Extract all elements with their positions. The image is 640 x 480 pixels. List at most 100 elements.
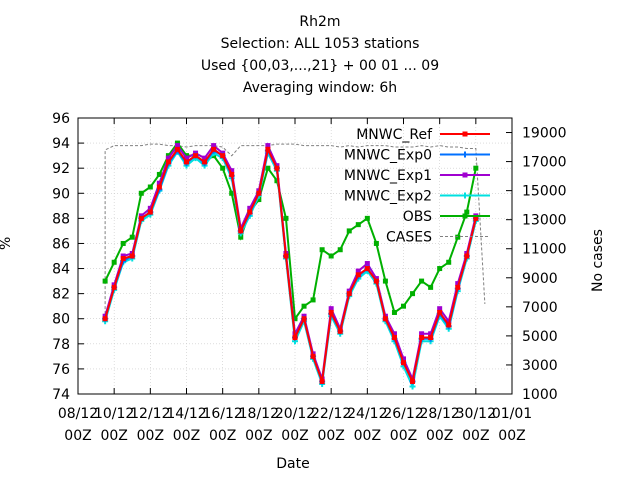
data-point [193, 153, 199, 159]
x-tick-sublabel: 00Z [173, 428, 200, 444]
y2-tick-label: 11000 [522, 242, 567, 258]
data-point [437, 309, 443, 315]
data-point [238, 234, 244, 240]
y2-tick-label: 17000 [522, 155, 567, 171]
x-tick-sublabel: 00Z [64, 428, 91, 444]
data-point [373, 278, 379, 284]
x-tick-sublabel: 00Z [209, 428, 236, 444]
data-point [292, 316, 298, 322]
data-point [274, 178, 280, 184]
legend-label: CASES [386, 230, 432, 246]
data-point [310, 353, 316, 359]
data-point [419, 278, 425, 284]
data-point [220, 153, 226, 159]
series-cases [104, 143, 486, 315]
legend-label: MNWC_Exp1 [344, 168, 432, 184]
data-point [364, 266, 370, 272]
x-tick-label: 14/12 [166, 406, 206, 422]
legend-entry: MNWC_Ref [356, 127, 490, 143]
legend-label: MNWC_Exp2 [344, 189, 432, 205]
y2-tick-label: 3000 [522, 358, 558, 374]
x-tick-label: 08/12 [58, 406, 98, 422]
data-point [247, 209, 253, 215]
x-tick-label: 01/01 [492, 406, 532, 422]
data-point [446, 322, 452, 328]
legend-entry: OBS [403, 209, 490, 225]
data-point [382, 278, 388, 284]
data-point [301, 316, 307, 322]
data-point [355, 272, 361, 278]
data-point [409, 383, 416, 390]
y-tick-label: 78 [52, 337, 70, 353]
data-point [184, 159, 189, 165]
y-tick-label: 86 [52, 236, 70, 252]
x-tick-label: 30/12 [456, 406, 496, 422]
data-point [364, 215, 370, 221]
data-point [473, 165, 479, 171]
data-point [147, 205, 153, 211]
x-tick-label: 28/12 [419, 406, 459, 422]
data-point [428, 331, 434, 337]
data-point [391, 309, 397, 315]
legend-label: OBS [403, 209, 432, 225]
data-point [328, 306, 334, 312]
data-point [401, 356, 406, 362]
data-point [328, 309, 334, 315]
y2-tick-label: 13000 [522, 213, 567, 229]
data-point [238, 228, 244, 234]
data-point [156, 184, 162, 190]
y-tick-label: 90 [52, 186, 70, 202]
y2-tick-label: 1000 [522, 387, 558, 403]
data-point [138, 190, 144, 196]
y-tick-label: 84 [52, 262, 70, 278]
x-tick-sublabel: 00Z [462, 428, 489, 444]
data-point [373, 240, 379, 246]
x-tick-sublabel: 00Z [100, 428, 127, 444]
data-point [455, 234, 461, 240]
x-tick-sublabel: 00Z [354, 428, 381, 444]
y-tick-label: 96 [52, 111, 70, 127]
y-tick-label: 88 [52, 211, 70, 227]
data-point [337, 328, 343, 334]
chart-title-line-2: Selection: ALL 1053 stations [220, 36, 420, 52]
data-point [229, 190, 235, 196]
data-point [174, 140, 180, 146]
y2-tick-label: 7000 [522, 300, 558, 316]
legend-marker [462, 172, 468, 178]
y-tick-label: 74 [52, 387, 70, 403]
data-point [310, 297, 316, 303]
data-point [138, 215, 144, 221]
data-point [229, 168, 235, 174]
y-tick-label: 92 [52, 161, 70, 177]
x-tick-label: 26/12 [383, 406, 423, 422]
data-point [401, 360, 406, 366]
data-point [211, 146, 217, 152]
series-mnwc-ref [102, 146, 479, 385]
y2-tick-label: 15000 [522, 184, 567, 200]
data-point [283, 253, 289, 259]
data-point [437, 266, 443, 272]
legend-marker [462, 192, 468, 199]
legend-entry: CASES [386, 230, 490, 246]
x-tick-sublabel: 00Z [281, 428, 308, 444]
data-point [265, 165, 271, 171]
data-point [202, 159, 208, 165]
data-point [319, 378, 325, 384]
x-axis-label: Date [276, 456, 310, 472]
data-point [446, 259, 452, 265]
data-point [428, 284, 434, 290]
data-point [256, 190, 262, 196]
data-point [283, 215, 289, 221]
x-tick-label: 12/12 [130, 406, 170, 422]
x-tick-label: 24/12 [347, 406, 387, 422]
data-point [328, 253, 334, 259]
x-tick-label: 20/12 [275, 406, 315, 422]
data-point [419, 335, 425, 341]
data-point [455, 281, 461, 287]
data-point [174, 143, 180, 149]
x-tick-label: 18/12 [239, 406, 279, 422]
data-point [147, 209, 153, 215]
x-tick-sublabel: 00Z [390, 428, 417, 444]
legend-entry: MNWC_Exp2 [344, 189, 490, 205]
